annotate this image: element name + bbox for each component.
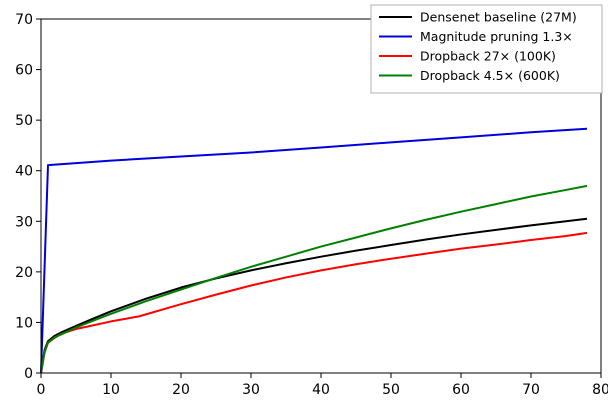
legend-label: Magnitude pruning 1.3× <box>420 29 573 44</box>
x-tick-label: 60 <box>452 382 470 398</box>
legend-box <box>370 4 603 94</box>
legend-label: Dropback 4.5× (600K) <box>420 68 560 83</box>
x-tick-label: 0 <box>37 382 46 398</box>
series-line-2 <box>40 127 588 374</box>
series-line-4 <box>40 184 588 374</box>
x-tick-label: 10 <box>102 382 120 398</box>
x-tick-label: 50 <box>382 382 400 398</box>
legend-label: Dropback 27× (100K) <box>420 49 556 64</box>
y-tick-label: 40 <box>15 164 33 180</box>
y-tick-label: 70 <box>15 12 33 28</box>
x-axis: 0 10 20 30 40 50 60 70 80 <box>37 373 608 398</box>
x-tick-label: 80 <box>592 382 608 398</box>
series-layer <box>40 127 588 374</box>
y-tick-label: 30 <box>15 214 33 230</box>
x-tick-label: 20 <box>172 382 190 398</box>
y-tick-label: 60 <box>15 63 33 79</box>
x-tick-label: 30 <box>242 382 260 398</box>
legend: Densenet baseline (27M) Magnitude pruning… <box>370 4 603 94</box>
y-tick-label: 0 <box>24 366 33 382</box>
y-tick-label: 10 <box>15 315 33 331</box>
x-tick-label: 40 <box>312 382 330 398</box>
y-tick-label: 20 <box>15 265 33 281</box>
series-line-1 <box>40 217 588 374</box>
x-tick-label: 70 <box>522 382 540 398</box>
y-tick-label: 50 <box>15 113 33 129</box>
y-axis: 0 10 20 30 40 50 60 70 <box>15 12 41 382</box>
legend-label: Densenet baseline (27M) <box>420 10 577 25</box>
